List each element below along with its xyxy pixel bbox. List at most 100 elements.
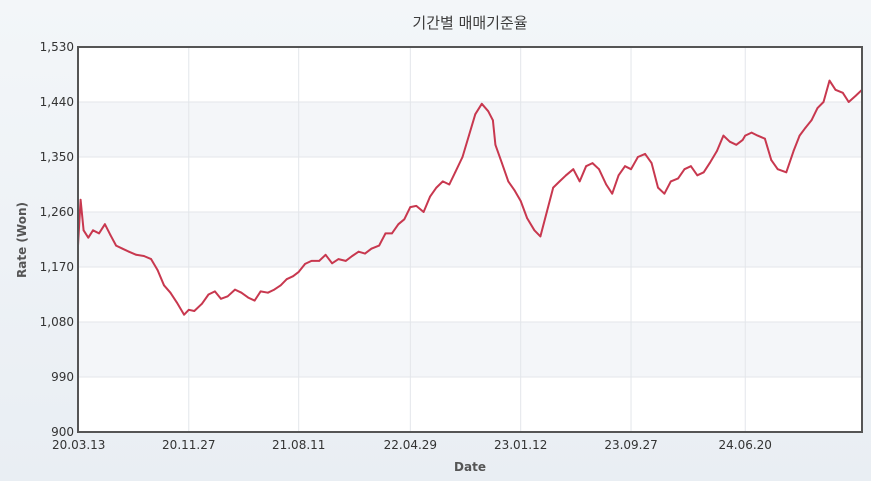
data-point xyxy=(545,211,548,213)
data-point xyxy=(494,143,497,146)
data-point xyxy=(240,291,243,294)
x-tick-label: 24.06.20 xyxy=(719,438,772,452)
data-point xyxy=(519,200,522,202)
data-point xyxy=(259,290,262,293)
data-point xyxy=(798,134,801,137)
data-point xyxy=(92,229,94,232)
data-point xyxy=(115,244,117,247)
data-point xyxy=(526,217,528,220)
data-point xyxy=(792,150,795,152)
data-point xyxy=(677,177,679,180)
data-point xyxy=(193,310,196,312)
data-point xyxy=(735,143,738,146)
data-point xyxy=(214,290,216,293)
x-tick-label: 23.01.12 xyxy=(494,438,547,452)
data-point xyxy=(121,247,124,250)
data-point xyxy=(318,260,321,262)
y-tick-label: 1,260 xyxy=(40,205,74,219)
data-point xyxy=(104,223,106,226)
x-tick-label: 20.03.13 xyxy=(52,438,105,452)
data-point xyxy=(279,284,282,287)
data-point xyxy=(351,255,354,257)
data-point xyxy=(847,101,850,103)
data-point xyxy=(220,297,222,300)
y-tick-label: 1,440 xyxy=(40,95,74,109)
data-point xyxy=(441,180,444,183)
data-point xyxy=(304,263,306,265)
data-point xyxy=(822,101,825,103)
data-point xyxy=(722,134,725,137)
data-point xyxy=(764,137,766,140)
x-axis-label: Date xyxy=(454,460,486,474)
data-point xyxy=(605,183,608,186)
data-point xyxy=(741,139,744,141)
data-point xyxy=(644,153,646,155)
data-point xyxy=(708,162,711,165)
data-point xyxy=(267,291,269,294)
data-point xyxy=(297,271,300,273)
data-point xyxy=(552,186,555,189)
data-point xyxy=(539,235,542,238)
data-point xyxy=(226,295,229,298)
y-axis-ticks: 900 990 1,080 1,170 1,260 1,350 1,440 1,530 xyxy=(40,40,74,439)
data-point xyxy=(598,168,600,171)
y-tick-label: 1,530 xyxy=(40,40,74,54)
data-point xyxy=(776,168,779,171)
y-tick-label: 900 xyxy=(51,425,74,439)
x-tick-label: 20.11.27 xyxy=(162,438,215,452)
y-tick-label: 1,170 xyxy=(40,260,74,274)
data-point xyxy=(558,180,561,183)
data-point xyxy=(565,174,567,177)
data-point xyxy=(143,255,145,257)
data-point xyxy=(716,150,718,152)
data-point xyxy=(201,302,203,305)
data-point xyxy=(273,288,276,291)
data-point xyxy=(854,95,857,97)
data-point xyxy=(415,205,418,207)
data-point xyxy=(683,168,686,171)
data-point xyxy=(87,236,90,239)
data-point xyxy=(331,262,333,265)
data-point xyxy=(397,223,400,226)
data-point xyxy=(448,183,451,186)
data-point xyxy=(292,275,294,278)
data-point xyxy=(391,232,393,235)
grid-band xyxy=(78,212,862,267)
chart-title: 기간별 매매기준율 xyxy=(412,14,527,32)
y-tick-label: 990 xyxy=(51,370,74,384)
data-point xyxy=(422,211,425,213)
data-point xyxy=(744,134,747,137)
data-point xyxy=(324,253,327,256)
data-point xyxy=(501,162,503,165)
data-point xyxy=(816,107,819,109)
data-point xyxy=(150,258,153,260)
data-point xyxy=(370,247,373,250)
data-point xyxy=(175,301,178,304)
data-point xyxy=(624,165,626,168)
data-point xyxy=(207,293,210,296)
data-point xyxy=(310,260,313,262)
data-point xyxy=(163,284,165,287)
data-point xyxy=(285,278,288,281)
data-point xyxy=(169,291,172,294)
data-point xyxy=(187,308,190,311)
y-axis-label: Rate (Won) xyxy=(15,202,29,278)
x-tick-label: 23.09.27 xyxy=(604,438,657,452)
data-point xyxy=(461,156,464,158)
data-point xyxy=(474,113,477,116)
data-point xyxy=(591,162,594,165)
data-point xyxy=(702,171,705,174)
data-point xyxy=(454,171,457,174)
data-point xyxy=(841,91,844,94)
data-point xyxy=(344,260,347,262)
data-point xyxy=(750,131,753,134)
x-tick-label: 22.04.29 xyxy=(384,438,437,452)
data-point xyxy=(696,174,699,177)
data-point xyxy=(364,252,366,255)
data-point xyxy=(234,288,236,291)
data-point xyxy=(533,229,536,232)
data-point xyxy=(253,299,256,302)
data-point xyxy=(585,165,587,168)
